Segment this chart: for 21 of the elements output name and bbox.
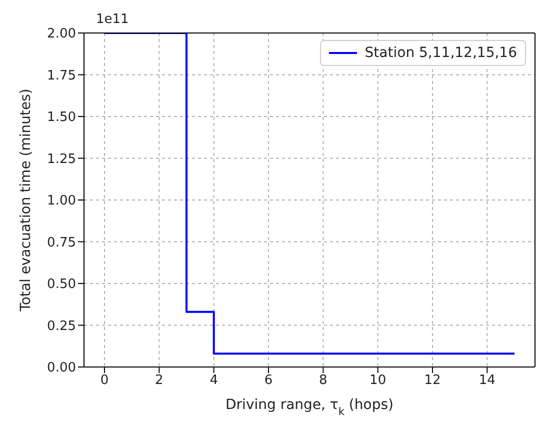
x-tick-label: 2 [155, 373, 164, 388]
text: 1e11 [96, 12, 129, 27]
y-tick-label: 0.25 [47, 318, 76, 334]
x-tick-label: 8 [319, 373, 328, 388]
x-tick-label: 14 [478, 373, 496, 388]
y-axis-title: Total evacuation time (minutes) [18, 88, 34, 312]
y-tick-label: 2.00 [47, 26, 76, 42]
y-tick-label: 0.50 [47, 277, 76, 292]
y-tick-label: 1.75 [47, 68, 76, 84]
x-tick-label: 12 [424, 373, 441, 388]
y-tick-label: 0.75 [47, 235, 76, 250]
x-tick-label: 0 [100, 373, 109, 388]
y-tick-label: 1.00 [47, 194, 76, 209]
x-tick-label: 6 [264, 373, 273, 388]
x-axis-title: Driving range, τ$_{k}$ (hops) [226, 397, 394, 418]
x-tick-label: 4 [210, 373, 218, 388]
y-tick-label: 1.25 [47, 152, 76, 167]
y-tick-label: 0.00 [47, 360, 76, 376]
y-tick-label: 1.50 [47, 110, 76, 126]
legend-label: Station 5,11,12,15,16 [364, 45, 517, 61]
x-tick-label: 10 [370, 373, 386, 388]
